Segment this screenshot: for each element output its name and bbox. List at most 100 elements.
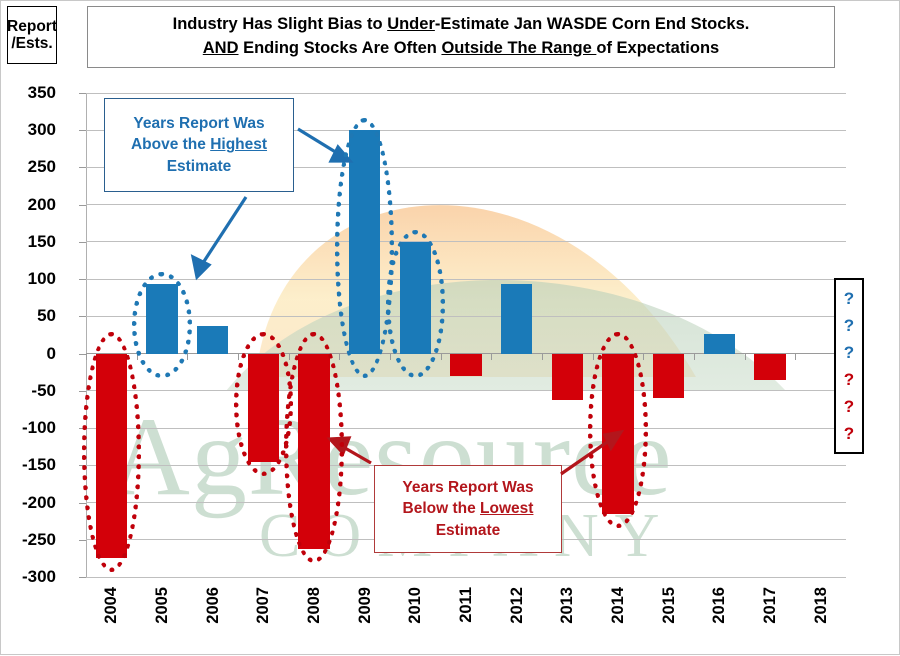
x-axis-label-2018: 2018 <box>811 587 830 624</box>
highlight-ellipse-2009 <box>334 118 395 378</box>
gridline <box>86 278 846 280</box>
x-axis-label-2014: 2014 <box>609 587 627 624</box>
zero-line <box>86 352 846 355</box>
x-axis-tick-mark <box>491 353 493 360</box>
x-axis-label-2006: 2006 <box>203 587 222 624</box>
y-axis-tick-label: 150 <box>27 231 56 251</box>
y-axis-tick-label: -50 <box>31 380 56 400</box>
gridline <box>86 92 846 94</box>
highlight-ellipse-2004 <box>81 331 142 573</box>
x-axis-label-2016: 2016 <box>710 587 729 624</box>
y-axis-tick-label: 350 <box>27 83 56 102</box>
highlight-ellipse-2010 <box>385 229 446 378</box>
x-axis-label-2013: 2013 <box>558 587 577 624</box>
chart-title-box: Industry Has Slight Bias to Under-Estima… <box>87 6 835 68</box>
callout-below-line2-underlined: Lowest <box>480 500 534 518</box>
gridline <box>86 427 846 429</box>
x-axis-label-2015: 2015 <box>659 587 678 624</box>
callout-above-line3: Estimate <box>166 157 232 175</box>
y-axis-tick-mark <box>79 279 86 281</box>
x-axis-label-2017: 2017 <box>761 587 779 624</box>
title-l2-a: Ending Stocks Are Often <box>238 39 442 57</box>
callout-above-line2: Above the Highest <box>131 134 267 155</box>
y-axis-tick-label: -250 <box>21 529 56 549</box>
y-axis-tick-mark <box>79 204 86 206</box>
y-axis-tick-label: 0 <box>46 343 56 363</box>
question-mark-1: ? <box>843 289 855 308</box>
callout-above-line2-a: Above the <box>130 136 211 154</box>
x-axis-tick-mark <box>694 353 695 360</box>
gridline <box>86 166 846 168</box>
y-axis-tick-mark <box>79 502 86 504</box>
y-axis-tick-label: 100 <box>27 269 56 289</box>
x-axis-label-2012: 2012 <box>507 587 526 624</box>
y-axis-tick-mark <box>79 577 86 578</box>
x-axis-label-2010: 2010 <box>406 587 425 624</box>
callout-above-line1: Years Report Was <box>133 114 265 132</box>
y-axis-line <box>86 93 88 577</box>
x-axis-tick-mark <box>643 353 645 360</box>
x-axis-tick-mark <box>744 353 746 360</box>
callout-above-line2-underlined: Highest <box>210 136 268 154</box>
question-mark-4: ? <box>843 370 855 389</box>
question-mark-5: ? <box>843 397 855 416</box>
gridline <box>86 390 846 392</box>
x-axis-tick-mark <box>390 353 391 360</box>
highlight-ellipse-2008 <box>284 331 344 563</box>
callout-below-line2: Below the Lowest <box>403 498 534 519</box>
callout-above-highest: Years Report Was Above the Highest Estim… <box>104 98 294 192</box>
y-axis-tick-label: 300 <box>27 120 56 140</box>
y-axis-tick-label: 50 <box>37 306 56 326</box>
gridline <box>86 241 846 243</box>
y-axis-tick-mark <box>79 316 86 318</box>
callout-below-lowest: Years Report Was Below the Lowest Estima… <box>374 465 562 553</box>
x-axis-label-2005: 2005 <box>153 587 171 624</box>
x-axis-tick-mark <box>238 353 239 360</box>
title-l2-b: of Expectations <box>596 39 720 57</box>
y-axis-tick-mark <box>79 390 86 392</box>
bar-2016[interactable] <box>703 333 736 354</box>
x-axis-tick-mark <box>542 353 543 360</box>
callout-below-line2-a: Below the <box>402 500 481 518</box>
bar-2011[interactable] <box>450 353 482 376</box>
x-axis-tick-mark <box>339 353 341 360</box>
title-l2-underlined-2: Outside The Range <box>441 39 597 57</box>
y-axis-tick-mark <box>79 130 86 132</box>
x-axis-tick-mark <box>795 353 797 360</box>
gridline <box>86 204 846 206</box>
chart-title-line-2: AND Ending Stocks Are Often Outside The … <box>203 37 719 61</box>
gridline <box>86 576 846 578</box>
highlight-ellipse-2014 <box>588 331 648 528</box>
title-l1-a: Industry Has Slight Bias to <box>172 15 388 34</box>
x-axis-tick-mark <box>86 353 87 360</box>
y-axis-title-box: Report /Ests. <box>7 6 57 64</box>
y-axis-tick-mark <box>79 539 86 541</box>
x-axis-label-2011: 2011 <box>457 587 475 623</box>
y-axis-title-line2: /Ests. <box>11 35 53 52</box>
x-axis-label-2009: 2009 <box>355 587 374 624</box>
x-axis-tick-mark <box>288 353 290 360</box>
title-l1-b: -Estimate Jan WASDE Corn End Stocks. <box>434 15 750 34</box>
y-axis-tick-label: -100 <box>21 418 56 438</box>
y-axis-tick-mark <box>79 167 86 169</box>
gridline <box>86 129 846 131</box>
bar-2012[interactable] <box>500 284 533 354</box>
x-axis-tick-mark <box>440 353 442 360</box>
x-axis-tick-mark <box>187 353 189 360</box>
bar-2017[interactable] <box>754 353 786 380</box>
callout-below-line1: Years Report Was <box>402 478 534 496</box>
bar-2006[interactable] <box>196 326 229 354</box>
y-axis-tick-label: -300 <box>21 567 56 586</box>
highlight-ellipse-2005 <box>132 272 192 378</box>
callout-below-line3: Estimate <box>435 521 501 539</box>
question-box-2018: ?????? <box>834 278 864 454</box>
bar-2013[interactable] <box>551 353 584 400</box>
x-axis-label-2007: 2007 <box>254 587 273 624</box>
y-axis-tick-mark <box>79 93 86 94</box>
y-axis-title-line1: Report <box>7 17 57 35</box>
y-axis-tick-label: 200 <box>27 194 56 214</box>
gridline <box>86 315 846 317</box>
title-l1-underlined: Under <box>387 15 435 34</box>
bar-2015[interactable] <box>652 353 685 399</box>
